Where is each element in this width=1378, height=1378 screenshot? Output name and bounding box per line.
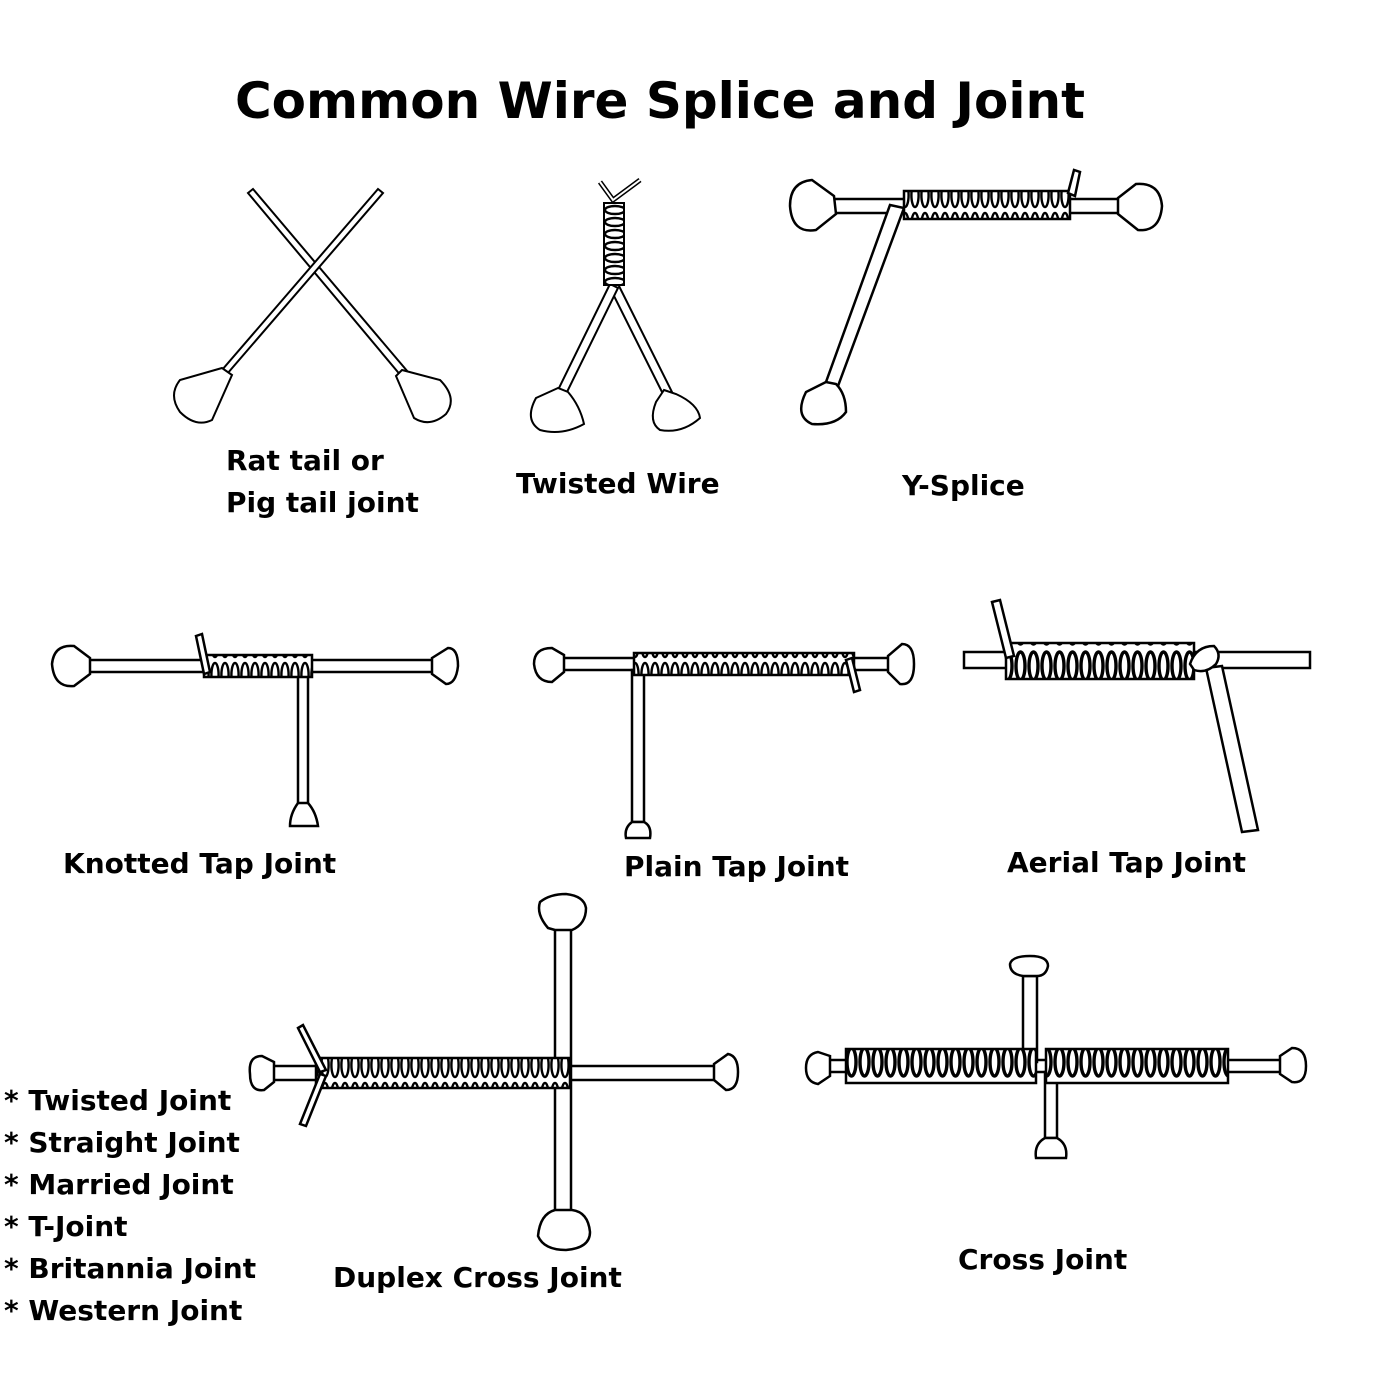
knotted-tap-joint-diagram bbox=[50, 632, 460, 828]
y-splice-diagram bbox=[788, 168, 1164, 426]
cross-joint-diagram bbox=[804, 954, 1308, 1160]
y-splice-label: Y-Splice bbox=[902, 469, 1025, 502]
duplex-cross-label: Duplex Cross Joint bbox=[333, 1261, 622, 1294]
duplex-cross-joint-diagram bbox=[248, 892, 740, 1252]
other-joints-list: * Twisted Joint * Straight Joint * Marri… bbox=[4, 1080, 256, 1332]
list-item: * T-Joint bbox=[4, 1210, 128, 1243]
list-item: * Straight Joint bbox=[4, 1126, 240, 1159]
knotted-tap-label: Knotted Tap Joint bbox=[63, 847, 337, 880]
aerial-tap-label: Aerial Tap Joint bbox=[1007, 846, 1247, 879]
list-item: * Britannia Joint bbox=[4, 1252, 257, 1285]
list-item: * Married Joint bbox=[4, 1168, 234, 1201]
plain-tap-joint-diagram bbox=[532, 642, 916, 840]
rat-tail-label-line2: Pig tail joint bbox=[226, 486, 419, 519]
rat-tail-joint-diagram bbox=[173, 187, 452, 424]
plain-tap-label: Plain Tap Joint bbox=[624, 850, 850, 883]
cross-joint-label: Cross Joint bbox=[958, 1243, 1128, 1276]
twisted-wire-diagram bbox=[529, 177, 702, 433]
aerial-tap-joint-diagram bbox=[962, 598, 1312, 834]
twisted-wire-label: Twisted Wire bbox=[516, 467, 720, 500]
rat-tail-label-line1: Rat tail or bbox=[226, 444, 384, 477]
list-item: * Twisted Joint bbox=[4, 1084, 232, 1117]
page-title: Common Wire Splice and Joint bbox=[234, 72, 1086, 130]
list-item: * Western Joint bbox=[4, 1294, 243, 1327]
